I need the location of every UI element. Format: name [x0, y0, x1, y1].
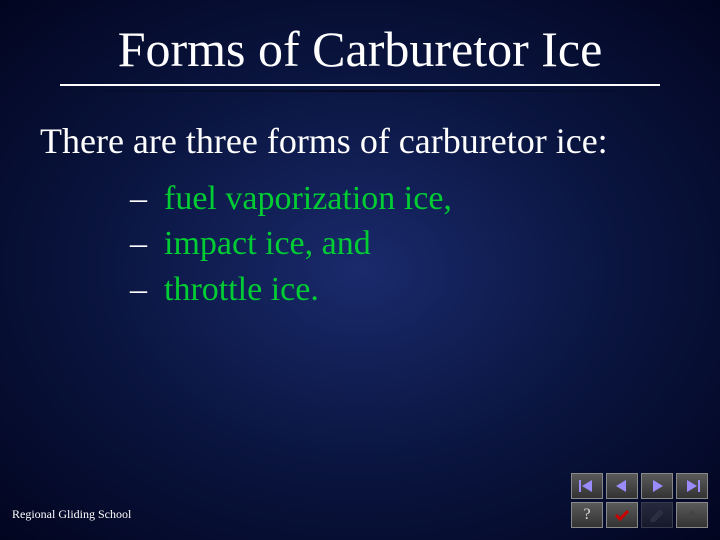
home-button[interactable]: [676, 502, 708, 528]
list-item-text: fuel vaporization ice,: [164, 176, 452, 222]
lead-text: There are three forms of carburetor ice:: [40, 122, 680, 162]
list-item-text: throttle ice.: [164, 267, 319, 313]
last-icon: [683, 479, 701, 493]
list-item: – impact ice, and: [130, 221, 720, 267]
pencil-icon: [648, 508, 666, 522]
dash-icon: –: [130, 267, 148, 313]
next-icon: [648, 479, 666, 493]
check-button[interactable]: [606, 502, 638, 528]
footer-text: Regional Gliding School: [12, 507, 131, 522]
bullet-list: – fuel vaporization ice, – impact ice, a…: [130, 176, 720, 314]
first-icon: [578, 479, 596, 493]
check-icon: [613, 508, 631, 522]
edit-button: [641, 502, 673, 528]
list-item-text: impact ice, and: [164, 221, 371, 267]
prev-slide-button[interactable]: [606, 473, 638, 499]
help-button[interactable]: ?: [571, 502, 603, 528]
dash-icon: –: [130, 221, 148, 267]
dash-icon: –: [130, 176, 148, 222]
last-slide-button[interactable]: [676, 473, 708, 499]
nav-controls: ?: [571, 473, 708, 528]
question-icon: ?: [583, 506, 590, 524]
next-slide-button[interactable]: [641, 473, 673, 499]
plane-icon: [683, 508, 701, 522]
prev-icon: [613, 479, 631, 493]
first-slide-button[interactable]: [571, 473, 603, 499]
slide-title: Forms of Carburetor Ice: [60, 0, 660, 86]
list-item: – fuel vaporization ice,: [130, 176, 720, 222]
list-item: – throttle ice.: [130, 267, 720, 313]
